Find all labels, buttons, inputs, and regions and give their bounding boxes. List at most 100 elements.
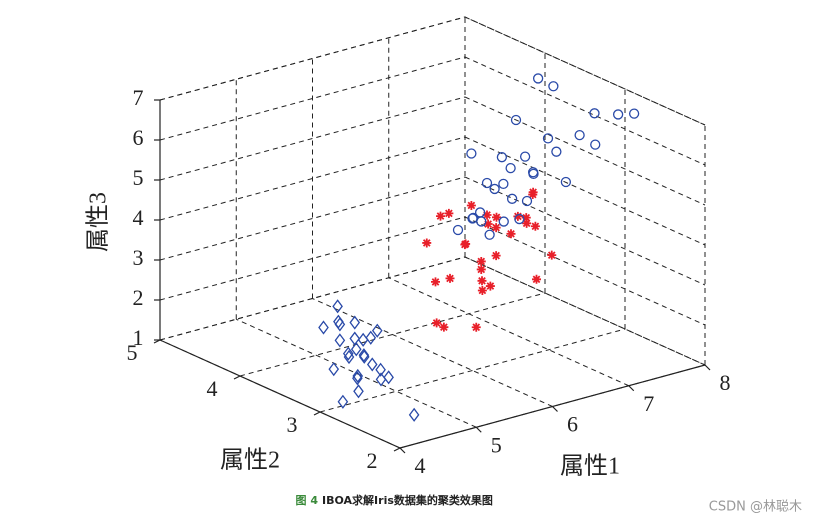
y-axis-label: 属性2 [220, 447, 280, 474]
caption-label: 图 4 [296, 494, 319, 507]
point [491, 223, 501, 233]
point [542, 133, 554, 144]
grid-line [239, 292, 546, 377]
point [612, 109, 624, 120]
point [445, 273, 455, 283]
point [333, 314, 344, 329]
point [342, 346, 354, 361]
point [489, 183, 500, 195]
x-tick [475, 426, 482, 433]
z-tick-label: 1 [133, 325, 144, 350]
point [513, 211, 523, 221]
point [498, 178, 509, 190]
y-tick-label: 4 [207, 376, 218, 401]
point [519, 151, 531, 162]
point [318, 320, 329, 335]
point [352, 371, 363, 386]
point [328, 362, 340, 377]
point [334, 317, 346, 332]
grid-line [464, 176, 706, 286]
grid-line [319, 328, 626, 413]
point [477, 285, 487, 295]
point [436, 211, 445, 221]
grid-line [464, 256, 706, 366]
point [521, 213, 531, 223]
grid-line [464, 136, 706, 246]
point [352, 368, 364, 384]
x-tick [399, 447, 406, 454]
point [505, 162, 516, 174]
x-tick-label: 8 [720, 370, 731, 395]
point [477, 276, 487, 286]
y-tick [233, 375, 241, 380]
point [506, 193, 518, 204]
point [491, 251, 501, 261]
point [375, 372, 387, 387]
grid-line [464, 216, 706, 326]
z-tick-label: 5 [133, 165, 144, 190]
point [476, 256, 486, 266]
point [522, 218, 532, 228]
point [334, 333, 346, 348]
point [560, 176, 572, 188]
point [498, 216, 509, 227]
z-tick-label: 7 [133, 85, 144, 110]
point [547, 250, 557, 260]
x-tick [552, 406, 558, 412]
point [431, 277, 440, 287]
grid-line [464, 56, 706, 166]
point [358, 348, 370, 363]
grid-line [159, 176, 466, 261]
point [371, 323, 383, 338]
y-tick-label: 5 [127, 340, 138, 365]
point [357, 332, 369, 347]
point [466, 200, 476, 210]
caption: IBOA求解Iris数据集的聚类效果图 [322, 493, 493, 507]
point [452, 224, 464, 236]
point [349, 315, 361, 330]
point [527, 167, 539, 178]
y-tick [393, 447, 401, 452]
point [532, 274, 541, 284]
x-tick-label: 6 [567, 412, 578, 437]
point [574, 129, 585, 141]
grid-line [159, 216, 466, 301]
grid-line [312, 298, 553, 407]
z-tick-label: 4 [133, 205, 144, 230]
point [530, 221, 540, 231]
point [514, 213, 525, 225]
point [408, 407, 420, 422]
grid-line [159, 136, 466, 221]
point [422, 238, 432, 248]
x-tick-label: 4 [415, 453, 426, 478]
point [551, 146, 562, 157]
point [439, 322, 449, 332]
point [548, 81, 559, 92]
point [375, 362, 386, 377]
point [358, 349, 370, 364]
point [496, 152, 508, 163]
point [466, 148, 477, 159]
point [590, 139, 601, 150]
z-axis-label: 属性3 [85, 192, 112, 252]
point [432, 318, 442, 328]
grid-line [388, 277, 629, 387]
z-tick-label: 2 [133, 285, 144, 310]
watermark: CSDN @林聪木 [709, 500, 802, 515]
x-tick-label: 7 [643, 391, 654, 416]
point [506, 229, 516, 239]
point [383, 370, 394, 385]
point [492, 212, 501, 222]
point [337, 394, 349, 409]
point [521, 195, 533, 207]
point [476, 216, 487, 227]
frame-edge [464, 16, 706, 126]
point [485, 281, 495, 291]
point [483, 219, 493, 229]
point [350, 342, 362, 357]
grid-line [464, 96, 706, 206]
grid-line [159, 56, 466, 141]
point [484, 229, 495, 240]
y-tick-label: 2 [367, 448, 378, 473]
point [343, 349, 355, 365]
